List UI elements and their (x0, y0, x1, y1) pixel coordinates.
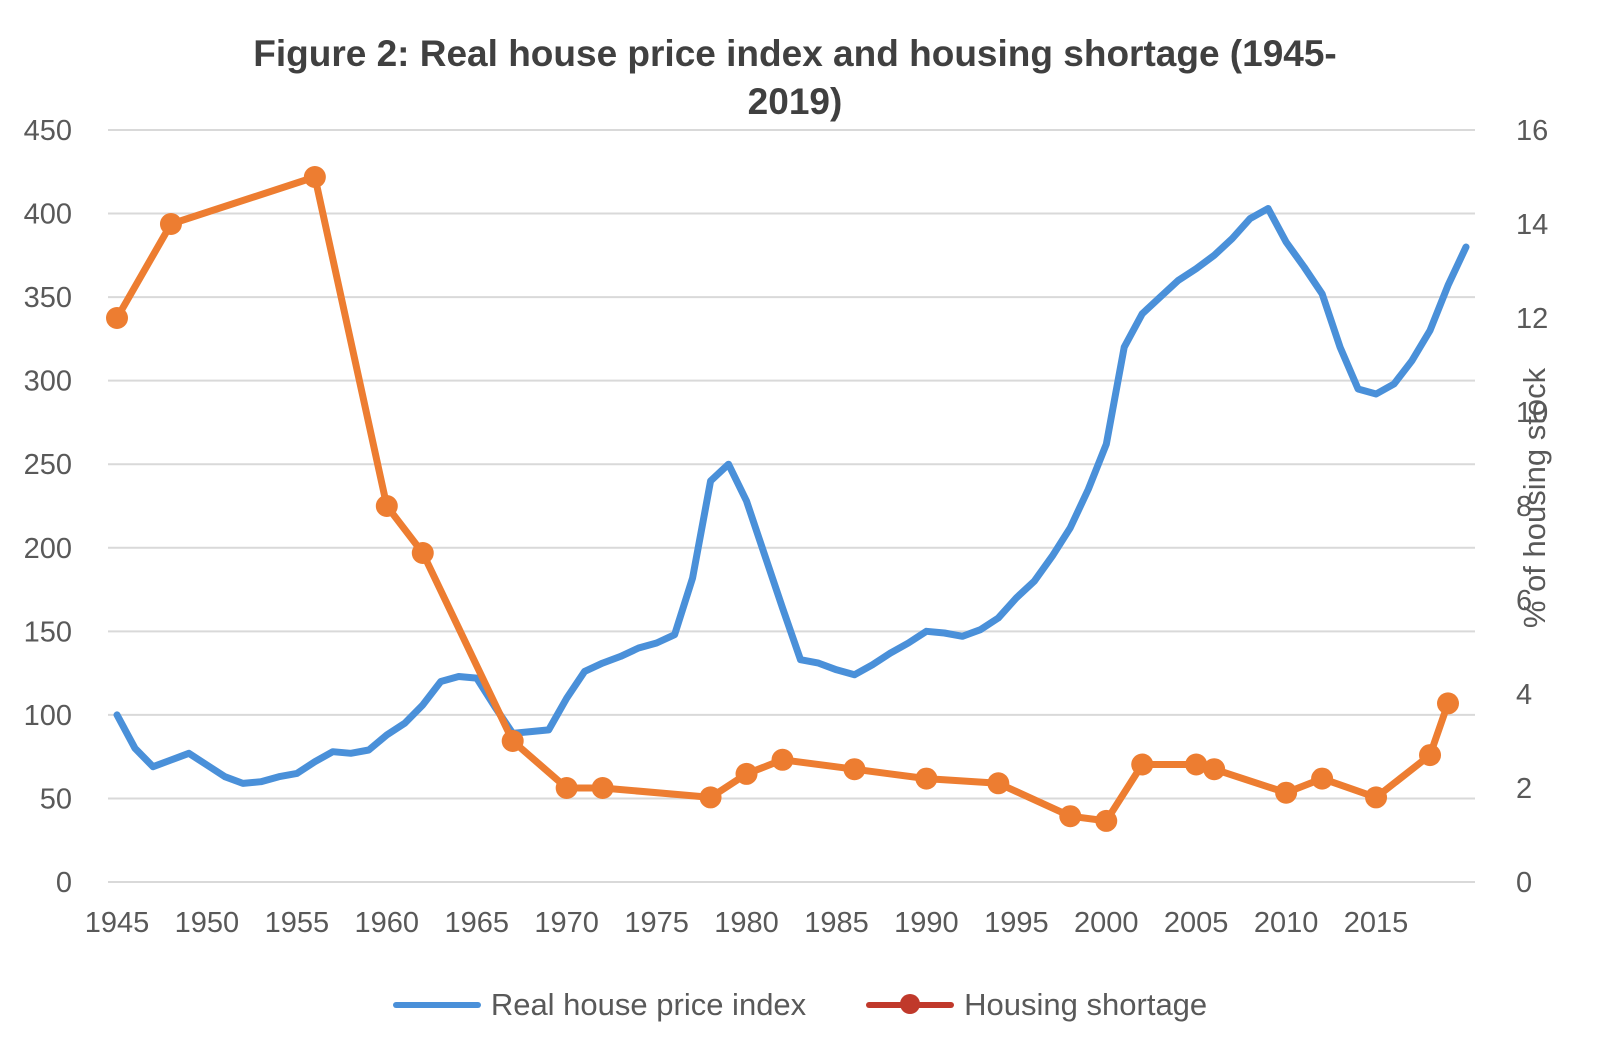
y-tick-label: 450 (24, 115, 72, 147)
x-tick-label: 2015 (1344, 907, 1409, 939)
chart-title-line-1: Figure 2: Real house price index and hou… (253, 33, 1337, 74)
data-point-marker (375, 495, 398, 517)
data-point-marker (843, 758, 866, 781)
x-tick-label: 1995 (984, 907, 1049, 939)
y2-tick-label: 12 (1516, 303, 1548, 335)
x-tick-label: 2005 (1164, 907, 1229, 939)
y2-tick-label: 4 (1516, 679, 1532, 711)
y2-tick-label: 14 (1516, 209, 1548, 241)
legend-item-house-price[interactable]: Real house price index (392, 987, 807, 1023)
y2-tick-label: 6 (1516, 585, 1532, 617)
data-point-marker (501, 730, 524, 752)
chart-title-line-2: 2019) (747, 81, 843, 122)
data-point-marker (555, 777, 578, 799)
y-tick-label: 200 (24, 533, 72, 565)
legend-label: Housing shortage (964, 987, 1208, 1022)
x-tick-label: 1970 (534, 907, 599, 939)
x-tick-label: 2010 (1254, 907, 1319, 939)
data-point-marker (1365, 786, 1388, 809)
x-tick-label: 2000 (1074, 907, 1139, 939)
x-tick-label: 1955 (265, 907, 330, 939)
series-line (113, 173, 1452, 825)
y2-tick-label: 2 (1516, 773, 1532, 805)
data-point-marker (1311, 767, 1334, 790)
series-lines (106, 166, 1470, 832)
x-tick-label: 1950 (175, 907, 240, 939)
x-tick-label: 1975 (624, 907, 689, 939)
y2-tick-label: 0 (1516, 867, 1532, 899)
legend-item-housing-shortage[interactable]: Housing shortage (866, 987, 1207, 1023)
x-axis-ticks: 1945 1950 1955 1960 1965 1970 1975 1980 1985 1990… (85, 907, 1409, 939)
chart-title: Figure 2: Real house price index and hou… (170, 30, 1420, 126)
series-housing-shortage (106, 166, 1459, 832)
legend-line-swatch (392, 990, 481, 1020)
y2-tick-label: 10 (1516, 397, 1548, 429)
y2-tick-label: 16 (1516, 115, 1548, 147)
y-tick-label: 400 (24, 199, 72, 231)
data-point-marker (915, 767, 938, 790)
data-point-marker (771, 748, 794, 771)
data-point-marker (699, 786, 722, 809)
left-axis-ticks: 0 50 100 150 200 250 300 350 400 450 (24, 115, 72, 899)
data-point-marker (106, 307, 128, 329)
x-tick-label: 1945 (85, 907, 150, 939)
data-point-marker (303, 166, 326, 188)
data-point-marker (735, 762, 758, 785)
data-point-marker (1185, 753, 1208, 776)
data-point-marker (591, 777, 614, 799)
data-point-marker (1275, 781, 1298, 804)
data-point-marker (1437, 692, 1459, 715)
data-point-marker (411, 542, 434, 564)
y2-tick-label: 8 (1516, 491, 1532, 523)
gridlines (108, 129, 1475, 883)
right-axis-title: % of housing stock (1517, 367, 1552, 628)
x-tick-label: 1960 (355, 907, 420, 939)
data-point-marker (1419, 744, 1442, 767)
y-tick-label: 250 (24, 449, 72, 481)
y-tick-label: 150 (24, 616, 72, 648)
y-tick-label: 300 (24, 366, 72, 398)
y-tick-label: 50 (40, 783, 72, 815)
data-point-marker (1203, 758, 1226, 781)
right-axis-ticks: 0 2 4 6 8 10 12 14 16 (1516, 115, 1548, 899)
data-point-marker (1059, 805, 1082, 828)
x-tick-label: 1985 (804, 907, 869, 939)
legend-marker-swatch (866, 990, 955, 1020)
legend-label: Real house price index (490, 987, 807, 1022)
x-tick-label: 1965 (444, 907, 509, 939)
data-point-marker (1131, 753, 1154, 776)
series-line (113, 205, 1470, 787)
series-house-price-index (113, 205, 1470, 787)
y-tick-label: 0 (56, 867, 72, 899)
x-tick-label: 1980 (714, 907, 779, 939)
data-point-marker (987, 772, 1010, 795)
legend: Real house price index Housing shortage (0, 975, 1600, 1035)
y-tick-label: 350 (24, 282, 72, 314)
y-tick-label: 100 (24, 700, 72, 732)
data-point-marker (1095, 809, 1118, 832)
x-tick-label: 1990 (894, 907, 959, 939)
data-point-marker (159, 213, 182, 235)
